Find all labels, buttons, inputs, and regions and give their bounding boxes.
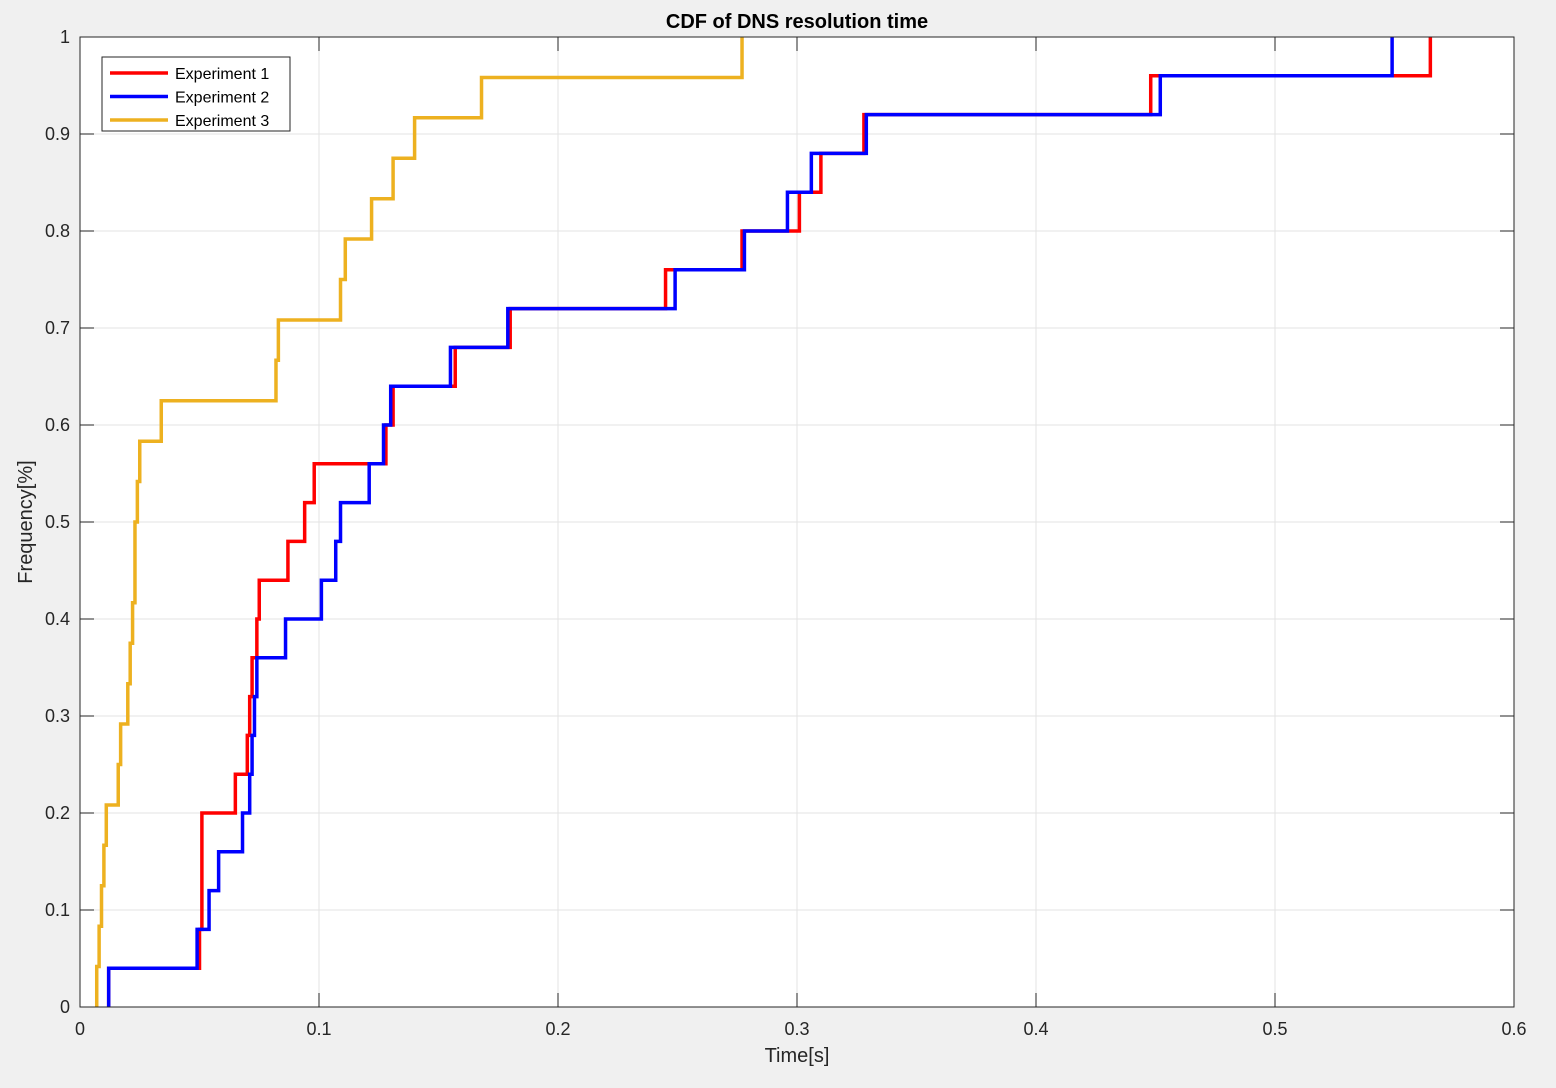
y-tick-label: 0.4 [45,609,70,629]
y-tick-label: 0.7 [45,318,70,338]
x-tick-label: 0.2 [545,1019,570,1039]
x-tick-label: 0.4 [1023,1019,1048,1039]
x-tick-label: 0.6 [1501,1019,1526,1039]
y-tick-label: 0.2 [45,803,70,823]
y-tick-label: 0.9 [45,124,70,144]
y-tick-label: 0.1 [45,900,70,920]
series-layer [94,37,1433,1007]
x-tick-label: 0.1 [306,1019,331,1039]
y-tick-label: 0.5 [45,512,70,532]
legend: Experiment 1 Experiment 2 Experiment 3 [101,56,291,132]
series-line-experiment-3 [94,37,744,1007]
x-tick-labels: 0 0.1 0.2 0.3 0.4 0.5 0.6 [75,1019,1527,1039]
y-tick-label: 0.3 [45,706,70,726]
x-axis-label: Time[s] [765,1045,830,1067]
chart-title: CDF of DNS resolution time [666,11,928,33]
legend-label-experiment-3: Experiment 3 [175,113,269,130]
y-tick-labels: 0 0.1 0.2 0.3 0.4 0.5 0.6 0.7 0.8 0.9 1 [45,27,70,1017]
series-line-experiment-2 [106,37,1394,1007]
x-tick-label: 0.5 [1262,1019,1287,1039]
y-tick-label: 0 [60,997,70,1017]
y-tick-label: 0.6 [45,415,70,435]
y-tick-label: 1 [60,27,70,47]
y-tick-label: 0.8 [45,221,70,241]
y-axis-label: Frequency[%] [15,460,37,583]
x-tick-label: 0 [75,1019,85,1039]
x-tick-label: 0.3 [784,1019,809,1039]
legend-label-experiment-1: Experiment 1 [175,66,269,83]
tick-marks [79,36,1515,1008]
legend-label-experiment-2: Experiment 2 [175,90,269,107]
